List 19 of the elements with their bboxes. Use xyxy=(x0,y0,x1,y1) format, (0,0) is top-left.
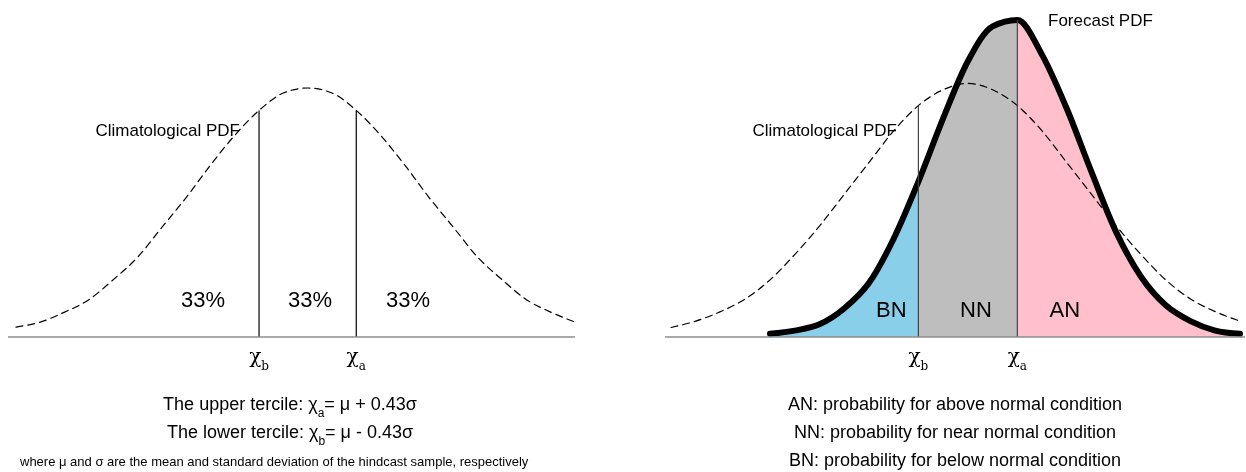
text: NN: probability for near normal condition xyxy=(793,422,1117,442)
series-label: Forecast PDF xyxy=(1048,11,1153,30)
text: The upper tercile: χ$_{a}$= μ + 0.43σ xyxy=(163,394,417,420)
text: The lower tercile: χ$_{b}$= μ - 0.43σ xyxy=(166,422,414,448)
annotation: 33% xyxy=(287,287,333,312)
series-label: BN xyxy=(875,297,907,322)
text: BN: probability for below normal condition xyxy=(788,450,1122,470)
x-tick-label: χ$_{a}$ xyxy=(1007,344,1027,373)
series-label: NN xyxy=(960,297,992,322)
series-label: AN xyxy=(1049,297,1081,322)
text: AN: probability for above normal condition xyxy=(787,394,1123,414)
annotation: 33% xyxy=(385,287,431,312)
series-label: Climatological PDF xyxy=(95,121,240,140)
x-tick-label: χ$_{b}$ xyxy=(249,344,270,373)
annotation: 33% xyxy=(180,287,226,312)
text: where μ and σ are the mean and standard deviation of the hindcast sample, respectively xyxy=(19,454,529,469)
series-label: Climatological PDF xyxy=(752,121,897,140)
x-tick-label: χ$_{b}$ xyxy=(908,344,929,373)
x-tick-label: χ$_{a}$ xyxy=(346,344,366,373)
